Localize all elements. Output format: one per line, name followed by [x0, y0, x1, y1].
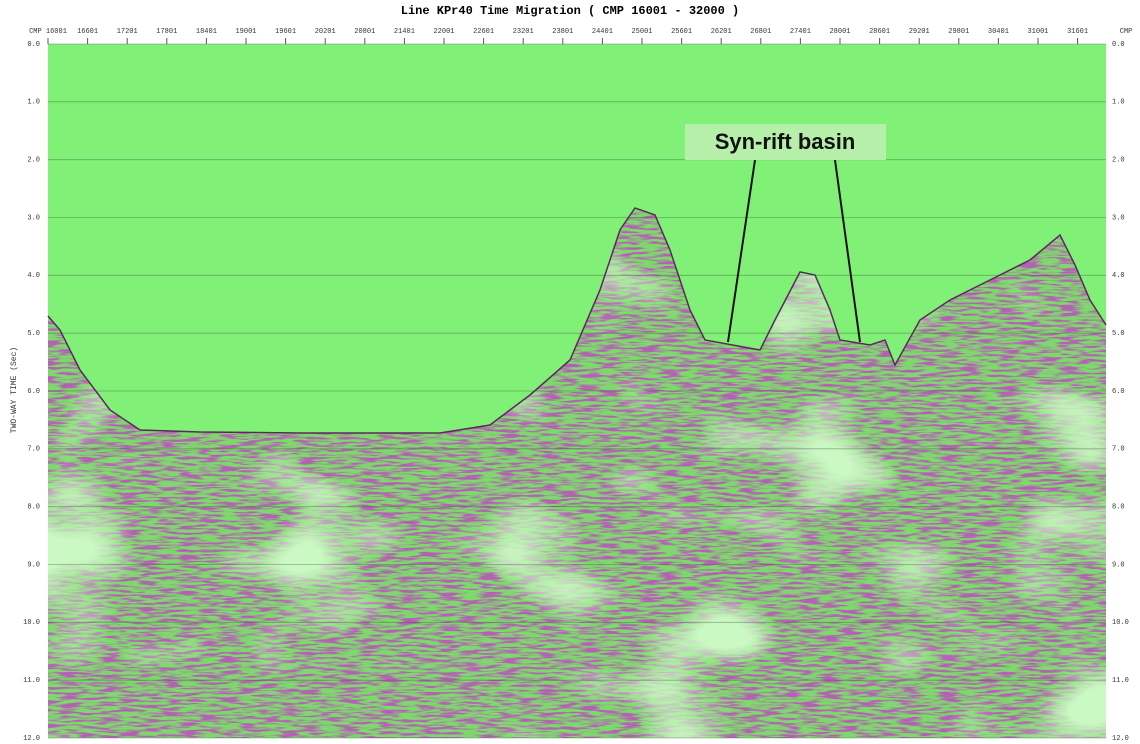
y-tick-label: 6.0: [27, 388, 40, 396]
x-tick-label: 25001: [631, 28, 652, 36]
y-tick-label-right: 9.0: [1112, 561, 1125, 569]
y-tick-label-right: 7.0: [1112, 446, 1125, 454]
x-tick-label: 17801: [156, 28, 177, 36]
y-tick-label-right: 6.0: [1112, 388, 1125, 396]
y-tick-label: 7.0: [27, 446, 40, 454]
y-tick-label-right: 3.0: [1112, 214, 1125, 222]
x-tick-label: 21401: [394, 28, 415, 36]
y-tick-label: 9.0: [27, 561, 40, 569]
y-tick-label: 11.0: [23, 677, 40, 685]
y-tick-label: 2.0: [27, 157, 40, 165]
x-tick-label: 17201: [117, 28, 138, 36]
y-tick-label-right: 0.0: [1112, 41, 1125, 49]
x-tick-label: 31601: [1067, 28, 1088, 36]
x-tick-label: 28001: [829, 28, 850, 36]
y-tick-label: 4.0: [27, 272, 40, 280]
y-tick-label: 1.0: [27, 99, 40, 107]
x-tick-label: 22601: [473, 28, 494, 36]
x-tick-label: 24401: [592, 28, 613, 36]
x-tick-label: 19001: [235, 28, 256, 36]
x-tick-label: 26801: [750, 28, 771, 36]
y-tick-label: 3.0: [27, 214, 40, 222]
title: Line KPr40 Time Migration ( CMP 16001 - …: [401, 4, 739, 18]
x-tick-label: 20201: [315, 28, 336, 36]
x-tick-label: 19601: [275, 28, 296, 36]
x-end-label: CMP: [1120, 28, 1133, 36]
y-axis-title: TWO-WAY TIME (Sec): [10, 347, 19, 433]
y-tick-label-right: 8.0: [1112, 504, 1125, 512]
y-tick-label-right: 5.0: [1112, 330, 1125, 338]
x-tick-label: 31001: [1027, 28, 1048, 36]
x-tick-label: 23201: [513, 28, 534, 36]
x-tick-label: CMP 16001: [29, 28, 67, 36]
x-tick-label: 22001: [433, 28, 454, 36]
y-tick-label: 0.0: [27, 41, 40, 49]
y-tick-label-right: 10.0: [1112, 619, 1129, 627]
y-tick-label-right: 4.0: [1112, 272, 1125, 280]
x-tick-label: 18401: [196, 28, 217, 36]
x-tick-label: 30401: [988, 28, 1009, 36]
y-tick-label-right: 11.0: [1112, 677, 1129, 685]
x-tick-label: 25601: [671, 28, 692, 36]
x-tick-label: 23801: [552, 28, 573, 36]
x-tick-label: 20801: [354, 28, 375, 36]
annotation: Syn-rift basin: [715, 129, 856, 154]
x-tick-label: 29801: [948, 28, 969, 36]
y-tick-label: 8.0: [27, 504, 40, 512]
x-tick-label: 28601: [869, 28, 890, 36]
x-tick-label: 26201: [711, 28, 732, 36]
y-tick-label-right: 2.0: [1112, 157, 1125, 165]
y-tick-label-right: 1.0: [1112, 99, 1125, 107]
y-tick-label: 5.0: [27, 330, 40, 338]
y-tick-label: 12.0: [23, 735, 40, 743]
x-tick-label: 16601: [77, 28, 98, 36]
y-tick-label: 10.0: [23, 619, 40, 627]
seismic-figure: Line KPr40 Time Migration ( CMP 16001 - …: [0, 0, 1140, 744]
x-tick-label: 29201: [909, 28, 930, 36]
y-tick-label-right: 12.0: [1112, 735, 1129, 743]
x-tick-label: 27401: [790, 28, 811, 36]
